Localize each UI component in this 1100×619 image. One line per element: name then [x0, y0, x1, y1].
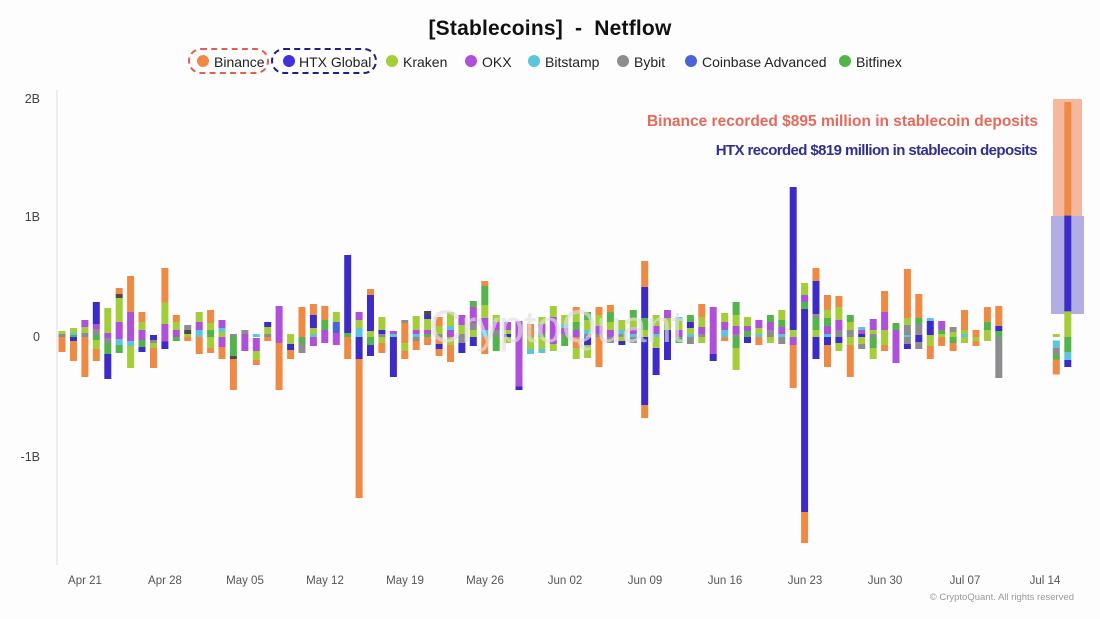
svg-text:Jun 02: Jun 02 [548, 575, 583, 587]
svg-text:0: 0 [33, 330, 40, 344]
svg-text:2B: 2B [25, 92, 40, 106]
svg-text:Jun 09: Jun 09 [628, 575, 663, 587]
svg-text:Jul 14: Jul 14 [1030, 575, 1061, 587]
svg-text:May 19: May 19 [386, 575, 424, 587]
svg-text:Apr 28: Apr 28 [148, 575, 182, 587]
svg-text:1B: 1B [25, 210, 40, 224]
svg-text:May 26: May 26 [466, 575, 504, 587]
svg-text:Jun 23: Jun 23 [788, 575, 823, 587]
svg-text:Jun 16: Jun 16 [708, 575, 743, 587]
svg-text:Jul 07: Jul 07 [950, 575, 981, 587]
svg-text:Jun 30: Jun 30 [868, 575, 903, 587]
svg-text:May 05: May 05 [226, 575, 264, 587]
svg-text:Apr 21: Apr 21 [68, 575, 102, 587]
svg-text:May 12: May 12 [306, 575, 344, 587]
svg-text:-1B: -1B [21, 450, 40, 464]
